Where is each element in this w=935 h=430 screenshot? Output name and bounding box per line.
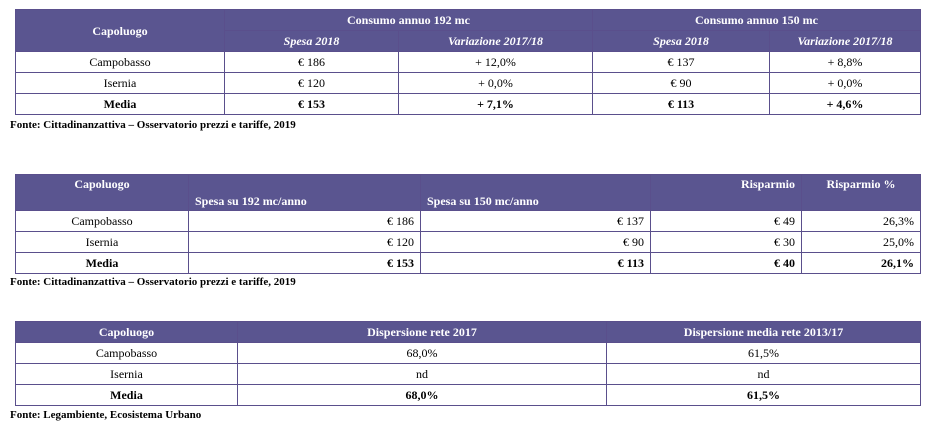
table-row-media: Media € 153 + 7,1% € 113 + 4,6% <box>15 93 921 115</box>
cell-spesa-150: € 113 <box>420 252 651 274</box>
table-row: Campobasso € 186 € 137 € 49 26,3% <box>15 210 921 232</box>
subheader-variazione: Variazione 2017/18 <box>769 30 921 52</box>
cell-city: Media <box>15 384 238 406</box>
cell-variazione: + 0,0% <box>769 72 921 94</box>
cell-risparmio-pct: 25,0% <box>801 231 921 253</box>
header-risparmio: Risparmio <box>650 174 802 211</box>
source-note-2: Fonte: Cittadinanzattiva – Osservatorio … <box>10 276 296 288</box>
cell-spesa-192: € 186 <box>188 210 421 232</box>
cell-risparmio: € 40 <box>650 252 802 274</box>
cell-spesa: € 137 <box>592 51 770 73</box>
cell-city: Media <box>15 93 225 115</box>
cell-city: Media <box>15 252 189 274</box>
cell-dispersione-2017: 68,0% <box>237 384 607 406</box>
table-row: Campobasso € 186 + 12,0% € 137 + 8,8% <box>15 51 921 73</box>
cell-city: Campobasso <box>15 342 238 364</box>
cell-spesa: € 113 <box>592 93 770 115</box>
subheader-variazione: Variazione 2017/18 <box>398 30 593 52</box>
header-capoluogo: Capoluogo <box>15 9 225 52</box>
cell-city: Isernia <box>15 231 189 253</box>
cell-risparmio: € 30 <box>650 231 802 253</box>
cell-dispersione-media: 61,5% <box>606 384 921 406</box>
cell-dispersione-2017: 68,0% <box>237 342 607 364</box>
cell-spesa: € 186 <box>224 51 399 73</box>
cell-variazione: + 4,6% <box>769 93 921 115</box>
cell-dispersione-media: nd <box>606 363 921 385</box>
cell-city: Isernia <box>15 363 238 385</box>
cell-spesa-150: € 90 <box>420 231 651 253</box>
header-risparmio-pct: Risparmio % <box>801 174 921 211</box>
cell-risparmio-pct: 26,3% <box>801 210 921 232</box>
cell-spesa: € 120 <box>224 72 399 94</box>
cell-risparmio: € 49 <box>650 210 802 232</box>
table-row: Isernia € 120 + 0,0% € 90 + 0,0% <box>15 72 921 94</box>
subheader-spesa-2018: Spesa 2018 <box>224 30 399 52</box>
header-dispersione-2017: Dispersione rete 2017 <box>237 321 607 343</box>
header-spesa-192: Spesa su 192 mc/anno <box>188 174 421 211</box>
header-consumo-192: Consumo annuo 192 mc <box>224 9 593 31</box>
source-note-3: Fonte: Legambiente, Ecosistema Urbano <box>10 409 202 421</box>
cell-variazione: + 0,0% <box>398 72 593 94</box>
table-row-media: Media 68,0% 61,5% <box>15 384 921 406</box>
header-capoluogo: Capoluogo <box>15 174 189 211</box>
header-dispersione-media: Dispersione media rete 2013/17 <box>606 321 921 343</box>
table-row-media: Media € 153 € 113 € 40 26,1% <box>15 252 921 274</box>
table-row: Campobasso 68,0% 61,5% <box>15 342 921 364</box>
cell-spesa-192: € 120 <box>188 231 421 253</box>
source-note-1: Fonte: Cittadinanzattiva – Osservatorio … <box>10 119 296 131</box>
cell-variazione: + 7,1% <box>398 93 593 115</box>
cell-dispersione-2017: nd <box>237 363 607 385</box>
table-risparmio: Capoluogo Spesa su 192 mc/anno Spesa su … <box>15 174 921 274</box>
table-dispersione: Capoluogo Dispersione rete 2017 Dispersi… <box>15 321 921 406</box>
cell-spesa: € 90 <box>592 72 770 94</box>
cell-spesa: € 153 <box>224 93 399 115</box>
cell-dispersione-media: 61,5% <box>606 342 921 364</box>
cell-risparmio-pct: 26,1% <box>801 252 921 274</box>
header-consumo-150: Consumo annuo 150 mc <box>592 9 921 31</box>
header-capoluogo: Capoluogo <box>15 321 238 343</box>
cell-spesa-150: € 137 <box>420 210 651 232</box>
subheader-spesa-2018: Spesa 2018 <box>592 30 770 52</box>
table-row: Isernia € 120 € 90 € 30 25,0% <box>15 231 921 253</box>
cell-city: Campobasso <box>15 210 189 232</box>
cell-city: Campobasso <box>15 51 225 73</box>
cell-variazione: + 8,8% <box>769 51 921 73</box>
table-row: Isernia nd nd <box>15 363 921 385</box>
cell-spesa-192: € 153 <box>188 252 421 274</box>
cell-variazione: + 12,0% <box>398 51 593 73</box>
header-spesa-150: Spesa su 150 mc/anno <box>420 174 651 211</box>
cell-city: Isernia <box>15 72 225 94</box>
table-consumo-annuo: Capoluogo Consumo annuo 192 mc Consumo a… <box>15 9 921 115</box>
